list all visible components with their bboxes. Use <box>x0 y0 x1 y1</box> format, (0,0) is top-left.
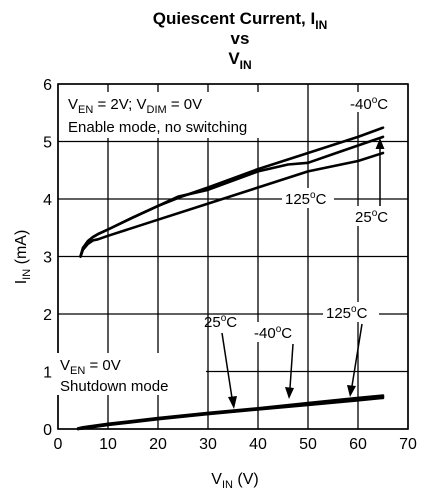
chart-title-line3: VIN <box>228 49 251 72</box>
x-axis-label: VIN (V) <box>211 471 258 491</box>
x-tick-label-1: 10 <box>99 436 117 453</box>
chart-title-line2: vs <box>231 29 250 48</box>
enable-annotation-bg <box>64 92 302 138</box>
arrow-m40-bottom <box>289 343 294 389</box>
label-125-bottom-bg <box>323 302 379 322</box>
y-tick-label-2: 2 <box>43 307 52 324</box>
shutdown-annotation-bg <box>56 353 206 395</box>
series-line-temp-125-bottom <box>76 394 385 430</box>
y-tick-label-6: 6 <box>43 77 52 94</box>
shutdown-mode-label: Shutdown mode <box>60 378 168 395</box>
label-m40-top: -40oC <box>350 95 388 113</box>
x-tick-label-7: 70 <box>399 436 417 453</box>
arrowhead-m40-bottom <box>285 387 294 399</box>
plot-frame <box>57 83 409 430</box>
arrowhead-25-bottom <box>228 396 237 409</box>
series-line-temp-m40-bottom <box>76 396 385 431</box>
label-m40-top-bg <box>348 92 402 112</box>
y-tick-label-0: 0 <box>43 422 52 439</box>
enable-condition-label: VEN = 2V; VDIM = 0V <box>68 96 202 116</box>
x-tick-label-5: 50 <box>299 436 317 453</box>
label-125-top: 125oC <box>285 190 327 208</box>
label-25-top-bg <box>352 206 402 226</box>
y-axis-label: IIN (mA) <box>13 230 33 285</box>
arrow-25-bottom <box>221 332 233 399</box>
shutdown-condition-label: VEN = 0V <box>60 357 121 377</box>
x-tick-label-3: 30 <box>199 436 217 453</box>
x-tick-label-6: 60 <box>349 436 367 453</box>
series-line-temp-25-top <box>79 135 385 258</box>
arrowhead-125-bottom <box>347 385 356 397</box>
label-125-bottom: 125oC <box>326 304 368 322</box>
label-m40-bottom-bg <box>252 322 306 342</box>
chart-title-line1: Quiescent Current, IIN <box>153 9 327 32</box>
arrow-125-bottom <box>351 323 363 387</box>
y-tick-labels: 0 1 2 3 4 5 6 <box>43 77 52 439</box>
y-tick-label-1: 1 <box>43 365 52 382</box>
y-tick-label-5: 5 <box>43 135 52 152</box>
x-tick-label-4: 40 <box>249 436 267 453</box>
y-tick-label-3: 3 <box>43 250 52 267</box>
x-tick-label-2: 20 <box>149 436 167 453</box>
label-m40-bottom: -40oC <box>254 324 292 342</box>
series-line-temp-m40-top <box>79 126 385 258</box>
enable-mode-label: Enable mode, no switching <box>68 119 247 136</box>
label-25-bottom: 25oC <box>204 313 237 331</box>
series-line-temp-125-top <box>79 151 385 258</box>
label-25-top: 25oC <box>355 208 388 226</box>
label-125-top-bg <box>282 188 334 208</box>
arrowhead-25-top <box>375 138 385 149</box>
x-tick-label-0: 0 <box>54 436 63 453</box>
series-group <box>76 126 385 431</box>
x-tick-labels: 0 10 20 30 40 50 60 70 <box>54 436 417 453</box>
y-tick-label-4: 4 <box>43 192 52 209</box>
